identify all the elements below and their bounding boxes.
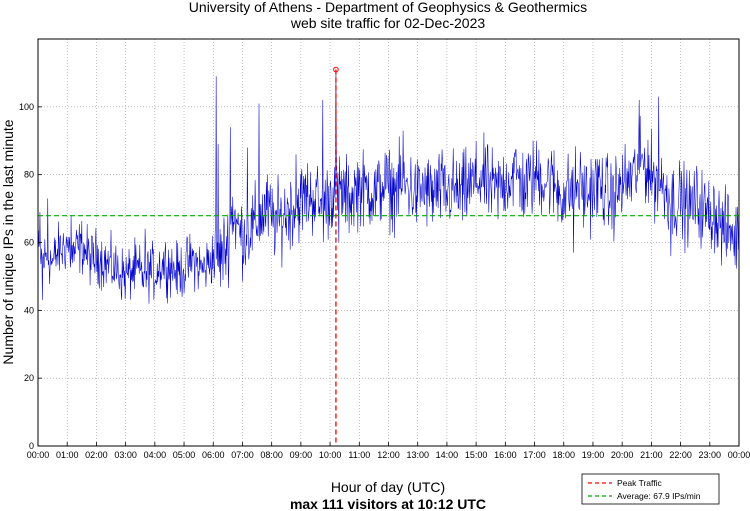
x-tick-label: 16:00 <box>494 450 517 460</box>
x-tick-label: 00:00 <box>728 450 750 460</box>
legend: Peak Traffic Average: 67.9 IPs/min <box>581 473 720 505</box>
chart-title-line-2: web site traffic for 02-Dec-2023 <box>290 15 485 31</box>
x-tick-label: 12:00 <box>377 450 400 460</box>
y-tick-label: 80 <box>24 170 34 180</box>
y-tick-label: 20 <box>24 373 34 383</box>
traffic-series-line <box>38 69 739 304</box>
x-tick-label: 18:00 <box>552 450 575 460</box>
x-tick-label: 23:00 <box>699 450 722 460</box>
x-tick-label: 11:00 <box>348 450 370 460</box>
x-axis-ticks: 00:00 01:00 02:00 03:00 04:00 05:00 06:00 07:00… <box>27 442 750 460</box>
x-tick-label: 01:00 <box>56 450 79 460</box>
reference-lines <box>38 66 739 446</box>
y-axis-label: Number of unique IPs in the last minute <box>0 119 16 364</box>
peak-stats-label: max 111 visitors at 10:12 UTC <box>290 496 486 511</box>
y-tick-label: 60 <box>24 238 34 248</box>
legend-box <box>581 473 720 505</box>
x-tick-label: 10:00 <box>319 450 342 460</box>
chart-title-line-1: University of Athens - Department of Geo… <box>189 0 587 15</box>
x-tick-label: 19:00 <box>582 450 605 460</box>
y-tick-label: 100 <box>19 102 34 112</box>
x-tick-label: 06:00 <box>202 450 225 460</box>
x-axis-label: Hour of day (UTC) <box>331 479 445 495</box>
series-layer <box>38 69 739 304</box>
y-tick-label: 40 <box>24 305 34 315</box>
x-tick-label: 14:00 <box>436 450 459 460</box>
legend-peak-label: Peak Traffic <box>617 478 662 488</box>
x-tick-label: 00:00 <box>27 450 50 460</box>
x-tick-label: 07:00 <box>231 450 254 460</box>
x-tick-label: 04:00 <box>144 450 167 460</box>
x-tick-label: 20:00 <box>611 450 634 460</box>
x-tick-label: 13:00 <box>406 450 429 460</box>
grid <box>38 39 739 446</box>
x-tick-label: 05:00 <box>173 450 196 460</box>
x-tick-label: 03:00 <box>114 450 137 460</box>
legend-average-label: Average: 67.9 IPs/min <box>617 491 701 501</box>
x-tick-label: 09:00 <box>290 450 313 460</box>
y-axis-ticks: 0 20 40 60 80 100 <box>19 102 42 451</box>
x-tick-label: 15:00 <box>465 450 488 460</box>
x-tick-label: 21:00 <box>640 450 663 460</box>
peak-marker <box>333 66 339 73</box>
y-tick-label: 0 <box>29 441 34 451</box>
x-tick-label: 22:00 <box>669 450 692 460</box>
x-tick-label: 02:00 <box>85 450 108 460</box>
x-tick-label: 08:00 <box>260 450 283 460</box>
x-tick-label: 17:00 <box>523 450 546 460</box>
